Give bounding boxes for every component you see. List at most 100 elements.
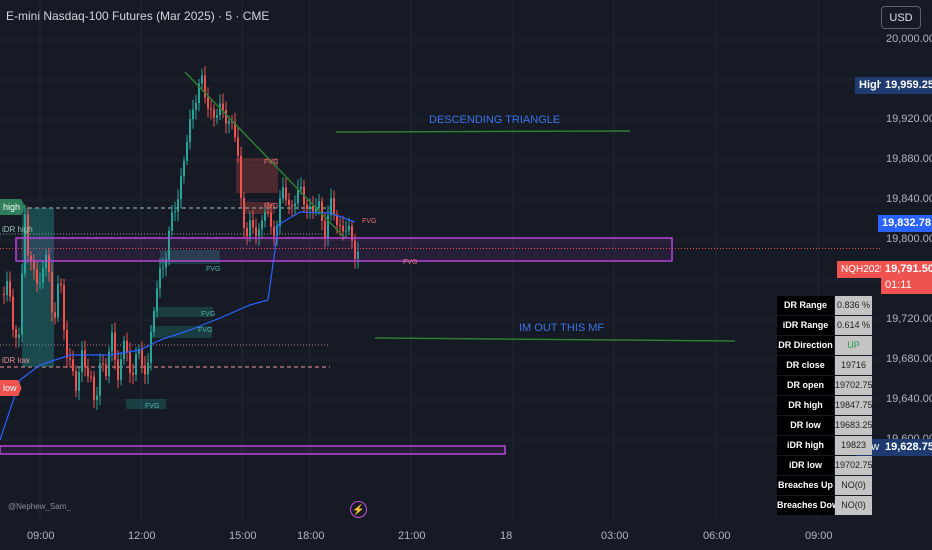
high-value-tag: 19,959.25	[881, 77, 932, 94]
candle-bear	[3, 294, 5, 296]
high-level-tag: high	[0, 199, 26, 215]
time-axis-tick: 06:00	[703, 530, 731, 542]
candle-bear	[351, 225, 353, 241]
candle-bear	[63, 285, 65, 330]
currency-button[interactable]: USD	[881, 6, 921, 29]
stats-value: 19702.75	[835, 456, 873, 475]
stats-value: 19847.75	[835, 396, 873, 415]
author-watermark: @Nephew_Sam_	[8, 502, 71, 511]
candle-bear	[126, 340, 128, 353]
price-axis-tick: 19,680.00	[886, 353, 932, 365]
candle-bear	[288, 199, 290, 205]
vwap-line	[0, 211, 356, 441]
fvg-zone-bull	[155, 307, 213, 317]
candle-bear	[48, 254, 50, 272]
candle-bear	[141, 349, 143, 366]
lightning-icon[interactable]: ⚡	[350, 501, 367, 518]
candle-bear	[90, 376, 92, 378]
time-axis-tick: 18:00	[297, 530, 325, 542]
time-axis-tick: 09:00	[805, 530, 833, 542]
candle-bull	[300, 186, 302, 190]
stats-row: iDR Range 0.614 %	[777, 316, 872, 335]
candle-bull	[183, 160, 185, 177]
descending-triangle-annotation[interactable]: DESCENDING TRIANGLE	[429, 114, 561, 126]
fvg-zone-bull	[126, 399, 166, 409]
candle-bear	[252, 220, 254, 228]
candle-bull	[327, 215, 329, 238]
stats-row: iDR low 19702.75	[777, 456, 873, 475]
candle-bear	[114, 332, 116, 360]
candle-bull	[123, 340, 125, 359]
candle-bull	[348, 225, 350, 231]
time-axis-tick: 03:00	[601, 530, 629, 542]
high-label-tag: High	[855, 77, 888, 94]
candle-bull	[195, 102, 197, 110]
price-chart[interactable]	[0, 0, 880, 520]
time-axis-tick: 12:00	[128, 530, 156, 542]
candle-bear	[69, 358, 71, 360]
candle-bear	[93, 376, 95, 401]
candle-bear	[33, 261, 35, 270]
candle-bull	[96, 395, 98, 401]
price-axis-tick: 19,920.00	[886, 113, 932, 125]
stats-value: 0.614 %	[835, 316, 872, 335]
time-axis-tick: 15:00	[229, 530, 257, 542]
stats-row: Breaches Down NO(0)	[777, 496, 872, 515]
candle-bear	[270, 212, 272, 227]
candle-bull	[162, 267, 164, 269]
candle-bear	[234, 121, 236, 138]
candle-bull	[135, 353, 137, 375]
candle-bear	[267, 212, 269, 214]
stats-row: DR open 19702.75	[777, 376, 873, 395]
candle-bull	[294, 203, 296, 207]
candle-bear	[243, 198, 245, 228]
fvg-label: FVG	[201, 311, 216, 318]
stats-value: NO(0)	[835, 496, 872, 515]
candle-bear	[9, 281, 11, 297]
candle-bear	[87, 367, 89, 377]
candle-bear	[204, 75, 206, 98]
stats-value: UP	[835, 336, 872, 355]
fvg-label: FVG	[206, 266, 221, 273]
time-axis-tick: 21:00	[398, 530, 426, 542]
fvg-label: FVG	[198, 327, 213, 334]
candle-bear	[51, 271, 53, 313]
last-price-tag: 19,791.50	[881, 261, 932, 278]
im-out-annotation[interactable]: IM OUT THIS MF	[519, 322, 605, 334]
stats-label: iDR low	[777, 456, 834, 475]
candle-bear	[30, 255, 32, 262]
candle-bear	[225, 110, 227, 124]
out-annotation-line	[374, 337, 736, 342]
price-axis-tick: 19,880.00	[886, 153, 932, 165]
candle-bull	[249, 220, 251, 237]
candle-bear	[354, 240, 356, 259]
candle-bull	[39, 282, 41, 284]
candle-bull	[201, 75, 203, 84]
candle-bear	[321, 201, 323, 221]
trend-line-price-tag: 19,832.78	[878, 215, 932, 232]
fvg-label: FVG	[145, 403, 160, 410]
candle-bull	[189, 119, 191, 143]
fvg-label: FVG	[264, 159, 279, 166]
chart-title[interactable]: E-mini Nasdaq-100 Futures (Mar 2025) · 5…	[6, 9, 270, 23]
stats-label: DR close	[777, 356, 834, 375]
stats-row: DR Direction UP	[777, 336, 872, 355]
candle-bull	[279, 198, 281, 226]
candle-bull	[177, 199, 179, 212]
candle-bull	[156, 288, 158, 312]
candle-bear	[27, 214, 29, 256]
candle-bull	[168, 230, 170, 260]
stats-value: 19823	[835, 436, 872, 455]
candle-bull	[57, 283, 59, 318]
candle-bull	[180, 176, 182, 200]
candle-bear	[105, 364, 107, 377]
stats-row: DR low 19683.25	[777, 416, 873, 435]
low-range-box	[0, 445, 506, 455]
stats-value: 19702.75	[835, 376, 873, 395]
candle-bull	[147, 362, 149, 375]
candle-bull	[228, 121, 230, 124]
candle-bear	[12, 296, 14, 330]
candle-bear	[144, 365, 146, 375]
candle-bear	[342, 225, 344, 232]
candle-bull	[81, 350, 83, 372]
